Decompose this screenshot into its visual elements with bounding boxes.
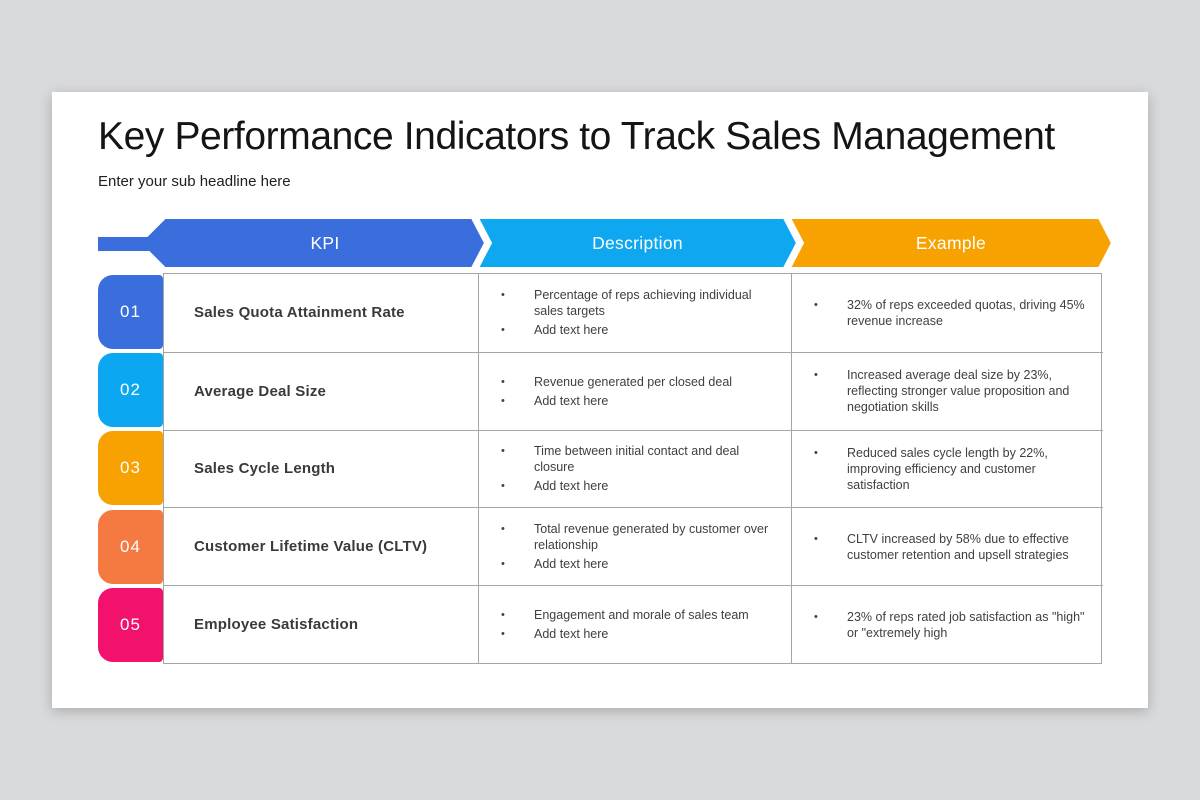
bullet-icon: •: [814, 298, 818, 311]
bullet-icon: •: [814, 610, 818, 623]
slide-subtitle: Enter your sub headline here: [98, 173, 291, 190]
example-cell: • 32% of reps exceeded quotas, driving 4…: [791, 274, 1103, 352]
bullet-text: Add text here: [534, 479, 609, 494]
bullet-icon: •: [814, 446, 818, 459]
bullet-icon: •: [501, 609, 505, 622]
example-cell: • Increased average deal size by 23%, re…: [791, 351, 1103, 430]
row-number-badge: 05: [98, 588, 163, 662]
bullet-text: CLTV increased by 58% due to effective c…: [847, 531, 1069, 562]
table-header-arrows: KPI Description Example: [98, 218, 1120, 268]
bullet-text: Reduced sales cycle length by 22%, impro…: [847, 445, 1048, 492]
row-number: 02: [120, 380, 141, 399]
bullet-icon: •: [501, 445, 505, 458]
row-number-badge: 04: [98, 510, 163, 584]
bullet-item: • Percentage of reps achieving individua…: [500, 287, 777, 319]
bullet-item: • Add text here: [500, 393, 777, 409]
kpi-cell: Customer Lifetime Value (CLTV): [164, 507, 478, 585]
header-arrow-graphic: [98, 218, 1114, 268]
bullet-item: • Reduced sales cycle length by 22%, imp…: [813, 445, 1089, 493]
bullet-icon: •: [501, 523, 505, 536]
kpi-cell: Sales Cycle Length: [164, 429, 478, 508]
row-number-badge: 02: [98, 353, 163, 427]
bullet-text: Percentage of reps achieving individual …: [534, 288, 752, 319]
bullet-text: Time between initial contact and deal cl…: [534, 444, 740, 475]
bullet-icon: •: [814, 369, 818, 382]
bullet-text: Engagement and morale of sales team: [534, 608, 749, 623]
bullet-icon: •: [501, 394, 505, 407]
kpi-name: Average Deal Size: [194, 382, 327, 400]
kpi-arrow-tail: [98, 237, 156, 251]
bullet-text: Revenue generated per closed deal: [534, 374, 733, 389]
bullet-text: 32% of reps exceeded quotas, driving 45%…: [847, 297, 1085, 328]
bullet-icon: •: [501, 324, 505, 337]
header-label-description: Description: [592, 232, 683, 253]
bullet-text: Increased average deal size by 23%, refl…: [847, 368, 1070, 415]
description-cell: • Engagement and morale of sales team • …: [478, 585, 791, 663]
bullet-icon: •: [501, 375, 505, 388]
bullet-item: • 32% of reps exceeded quotas, driving 4…: [813, 297, 1089, 329]
kpi-cell: Employee Satisfaction: [164, 585, 478, 663]
kpi-table: Sales Quota Attainment Rate • Percentage…: [163, 273, 1103, 664]
row-number-badge: 03: [98, 431, 163, 505]
bullet-text: Add text here: [534, 393, 609, 408]
bullet-text: Add text here: [534, 323, 609, 338]
kpi-name: Sales Quota Attainment Rate: [194, 304, 405, 322]
bullet-icon: •: [501, 628, 505, 641]
kpi-cell: Average Deal Size: [164, 351, 478, 430]
bullet-text: Add text here: [534, 557, 609, 572]
example-cell: • 23% of reps rated job satisfaction as …: [791, 585, 1103, 663]
bullet-item: • Add text here: [500, 478, 777, 494]
bullet-text: 23% of reps rated job satisfaction as "h…: [847, 609, 1085, 640]
kpi-cell: Sales Quota Attainment Rate: [164, 274, 478, 352]
slide-canvas: Key Performance Indicators to Track Sale…: [52, 92, 1148, 708]
header-label-kpi: KPI: [310, 232, 340, 253]
bullet-text: Add text here: [534, 627, 609, 642]
bullet-item: • CLTV increased by 58% due to effective…: [813, 531, 1089, 563]
bullet-icon: •: [501, 558, 505, 571]
bullet-item: • Add text here: [500, 626, 777, 642]
kpi-name: Employee Satisfaction: [194, 616, 359, 634]
row-number: 01: [120, 302, 141, 321]
description-cell: • Revenue generated per closed deal • Ad…: [478, 351, 791, 430]
bullet-item: • Add text here: [500, 322, 777, 338]
row-number: 05: [120, 615, 141, 634]
bullet-item: • Revenue generated per closed deal: [500, 374, 777, 390]
description-cell: • Percentage of reps achieving individua…: [478, 274, 791, 352]
bullet-text: Total revenue generated by customer over…: [534, 522, 769, 553]
bullet-icon: •: [501, 289, 505, 302]
description-header-band: [476, 218, 799, 268]
slide-title: Key Performance Indicators to Track Sale…: [98, 115, 1055, 158]
bullet-item: • Increased average deal size by 23%, re…: [813, 367, 1089, 415]
example-header-band: [788, 218, 1114, 268]
bullet-item: • Time between initial contact and deal …: [500, 443, 777, 475]
example-cell: • Reduced sales cycle length by 22%, imp…: [791, 429, 1103, 508]
row-number: 04: [120, 537, 141, 556]
bullet-item: • Engagement and morale of sales team: [500, 607, 777, 623]
description-cell: • Total revenue generated by customer ov…: [478, 507, 791, 586]
row-number: 03: [120, 458, 141, 477]
example-cell: • CLTV increased by 58% due to effective…: [791, 507, 1103, 586]
bullet-item: • 23% of reps rated job satisfaction as …: [813, 609, 1089, 641]
kpi-name: Sales Cycle Length: [194, 460, 336, 478]
bullet-icon: •: [501, 480, 505, 493]
bullet-icon: •: [814, 532, 818, 545]
bullet-item: • Add text here: [500, 556, 777, 572]
header-label-example: Example: [915, 232, 987, 253]
description-cell: • Time between initial contact and deal …: [478, 429, 791, 508]
row-number-badge: 01: [98, 275, 163, 349]
bullet-item: • Total revenue generated by customer ov…: [500, 521, 777, 553]
kpi-name: Customer Lifetime Value (CLTV): [194, 538, 428, 556]
